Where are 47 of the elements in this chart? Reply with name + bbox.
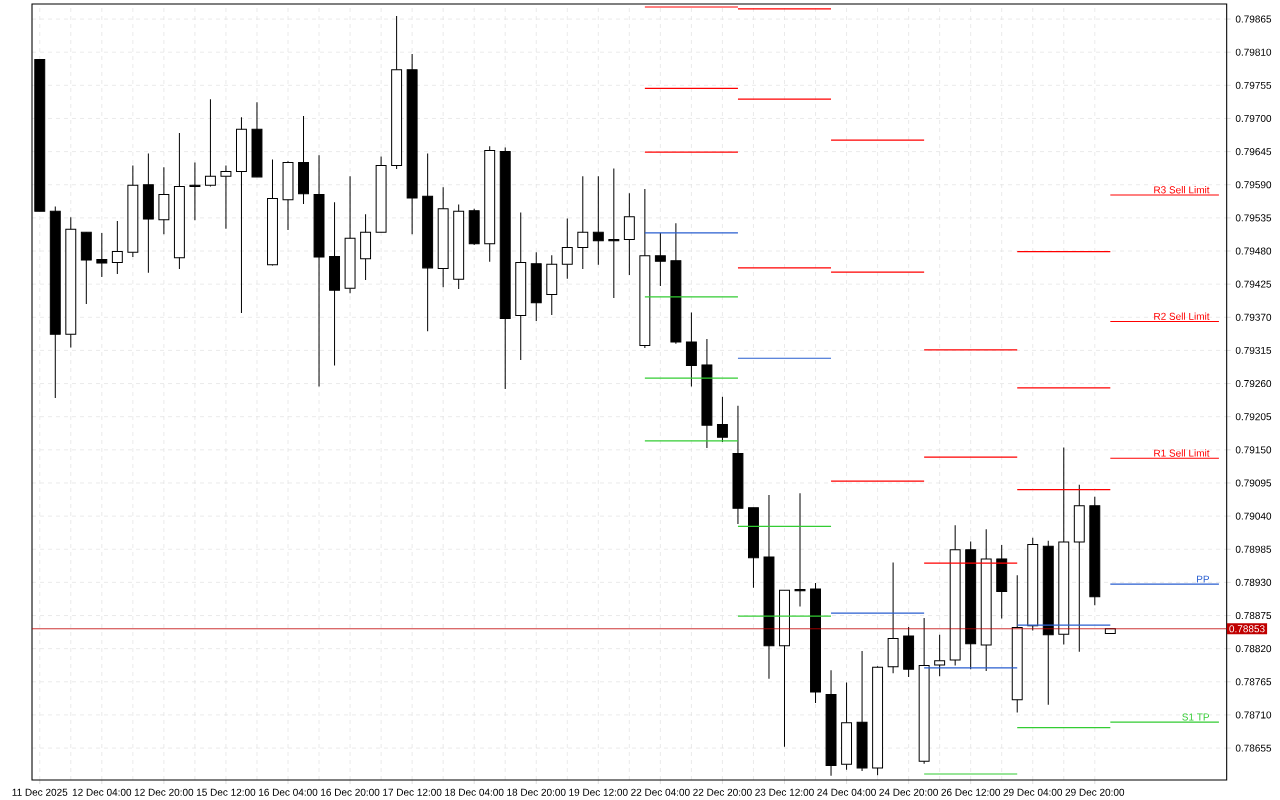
y-tick-label: 0.79645	[1235, 148, 1272, 156]
y-tick-label: 0.79205	[1235, 413, 1272, 421]
series-label: S1 TP	[1182, 713, 1210, 721]
x-tick-label: 23 Dec 12:00	[755, 788, 814, 796]
y-tick-label: 0.78875	[1235, 611, 1272, 620]
series-label: R1 Sell Limit	[1154, 449, 1210, 457]
x-tick-label: 18 Dec 04:00	[445, 788, 504, 796]
x-tick-label: 22 Dec 20:00	[693, 788, 752, 796]
y-tick-label: 0.79150	[1235, 446, 1272, 454]
series-label: R3 Sell Limit	[1154, 186, 1210, 194]
y-tick-label: 0.78765	[1235, 678, 1272, 686]
y-tick-label: 0.79865	[1235, 15, 1272, 23]
y-tick-label: 0.79700	[1235, 114, 1272, 123]
x-tick-label: 22 Dec 04:00	[631, 788, 690, 796]
x-tick-label: 12 Dec 04:00	[72, 788, 132, 796]
series-label: PP	[1197, 575, 1210, 583]
x-tick-label: 24 Dec 04:00	[817, 788, 876, 796]
y-tick-label: 0.79590	[1235, 181, 1272, 189]
y-tick-label: 0.79095	[1235, 479, 1272, 487]
y-tick-label: 0.78930	[1235, 578, 1272, 586]
x-tick-label: 16 Dec 04:00	[259, 788, 318, 796]
y-tick-label: 0.79755	[1235, 81, 1272, 89]
series-label: R2 Sell Limit	[1154, 312, 1210, 320]
y-tick-label: 0.78655	[1235, 744, 1272, 752]
x-tick-label: 18 Dec 20:00	[507, 788, 566, 796]
y-tick-label: 0.78820	[1235, 645, 1272, 653]
x-tick-label: 29 Dec 04:00	[1003, 788, 1063, 796]
x-tick-label: 26 Dec 12:00	[941, 788, 1001, 796]
x-tick-label: 29 Dec 20:00	[1065, 788, 1125, 796]
ref-line-label: 0.78853	[1229, 625, 1265, 633]
y-tick-label: 0.79480	[1235, 247, 1272, 255]
y-tick-label: 0.79370	[1235, 313, 1272, 321]
x-tick-label: 24 Dec 20:00	[879, 788, 938, 796]
y-tick-label: 0.79315	[1235, 346, 1272, 354]
x-tick-label: 11 Dec 2025	[12, 788, 68, 796]
y-tick-label: 0.79260	[1235, 380, 1272, 388]
y-tick-label: 0.78710	[1235, 711, 1272, 719]
x-tick-label: 15 Dec 12:00	[196, 788, 256, 796]
y-tick-label: 0.78985	[1235, 545, 1272, 553]
x-tick-label: 19 Dec 12:00	[569, 788, 628, 796]
x-tick-label: 12 Dec 20:00	[134, 788, 194, 796]
x-tick-label: 16 Dec 20:00	[321, 788, 380, 796]
y-tick-label: 0.79535	[1235, 214, 1272, 222]
y-tick-label: 0.79810	[1235, 48, 1272, 56]
y-tick-label: 0.79425	[1235, 280, 1272, 288]
x-tick-label: 17 Dec 12:00	[383, 788, 442, 796]
y-tick-label: 0.79040	[1235, 512, 1272, 520]
